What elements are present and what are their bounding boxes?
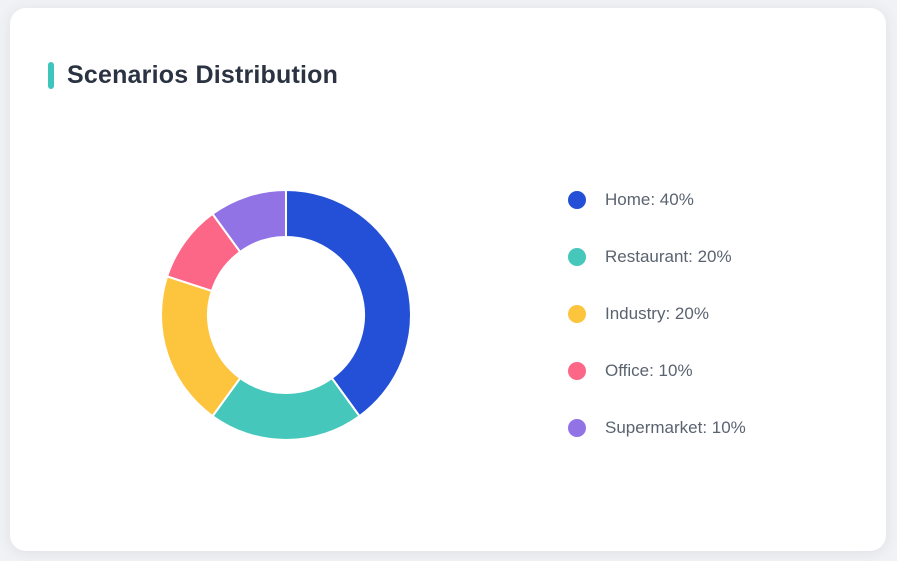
legend-dot-office — [568, 362, 586, 380]
legend-dot-restaurant — [568, 248, 586, 266]
legend-item-supermarket[interactable]: Supermarket: 10% — [568, 418, 746, 437]
legend-dot-industry — [568, 305, 586, 323]
card-title: Scenarios Distribution — [67, 61, 339, 89]
legend-item-restaurant[interactable]: Restaurant: 20% — [568, 247, 746, 266]
legend-dot-supermarket — [568, 419, 586, 437]
scenarios-distribution-card: Scenarios Distribution Home: 40% Restaur… — [10, 8, 886, 551]
donut-segment-home[interactable] — [285, 189, 412, 418]
legend-label-home: Home: 40% — [605, 190, 694, 209]
legend-dot-home — [568, 191, 586, 209]
legend-label-supermarket: Supermarket: 10% — [605, 418, 746, 437]
legend-item-home[interactable]: Home: 40% — [568, 190, 746, 209]
donut-chart — [160, 189, 412, 441]
legend-label-restaurant: Restaurant: 20% — [605, 247, 732, 266]
legend-label-industry: Industry: 20% — [605, 304, 709, 323]
chart-legend: Home: 40% Restaurant: 20% Industry: 20% … — [568, 190, 746, 437]
donut-segment-supermarket[interactable] — [211, 189, 287, 253]
legend-label-office: Office: 10% — [605, 361, 693, 380]
legend-item-industry[interactable]: Industry: 20% — [568, 304, 746, 323]
title-accent-bar — [48, 62, 54, 89]
card-header: Scenarios Distribution — [48, 61, 338, 90]
donut-segment-industry[interactable] — [160, 275, 242, 418]
legend-item-office[interactable]: Office: 10% — [568, 361, 746, 380]
